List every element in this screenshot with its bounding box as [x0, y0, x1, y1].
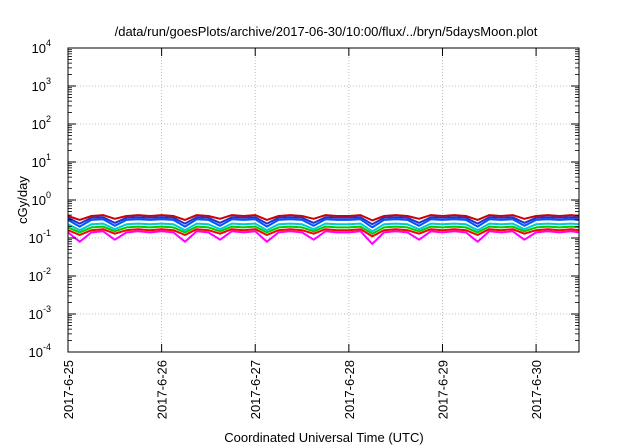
y-tick-label: 100	[32, 190, 51, 208]
y-tick-label: 10-4	[29, 342, 51, 360]
y-tick-label: 10-1	[29, 228, 51, 246]
x-tick-label: 2017-6-27	[248, 360, 263, 419]
chart-title: /data/run/goesPlots/archive/2017-06-30/1…	[115, 24, 538, 39]
series-line	[67, 228, 580, 238]
x-tick-label: 2017-6-25	[61, 360, 76, 419]
series-line	[67, 218, 580, 229]
y-axis: 10-4 10-3 10-2 10-1 100 101 102 103 104	[29, 38, 579, 360]
x-tick-label: 2017-6-29	[435, 360, 450, 419]
series-line	[67, 214, 580, 222]
y-tick-label: 103	[32, 76, 51, 94]
x-tick-label: 2017-6-28	[342, 360, 357, 419]
series-line	[67, 230, 580, 245]
series-layer	[67, 214, 580, 245]
y-axis-label: cGy/day	[15, 176, 30, 224]
y-tick-label: 104	[32, 38, 51, 56]
series-line	[67, 216, 580, 226]
y-tick-label: 102	[32, 114, 51, 132]
x-tick-label: 2017-6-30	[529, 360, 544, 419]
y-tick-label: 10-3	[29, 304, 51, 322]
series-line	[67, 225, 580, 235]
series-line	[67, 222, 580, 233]
x-axis: 2017-6-25 2017-6-26 2017-6-27 2017-6-28 2017…	[61, 48, 544, 419]
x-axis-label: Coordinated Universal Time (UTC)	[224, 430, 423, 445]
grid	[67, 48, 579, 352]
y-tick-label: 10-2	[29, 266, 51, 284]
y-tick-label: 101	[32, 152, 51, 170]
x-tick-label: 2017-6-26	[155, 360, 170, 419]
